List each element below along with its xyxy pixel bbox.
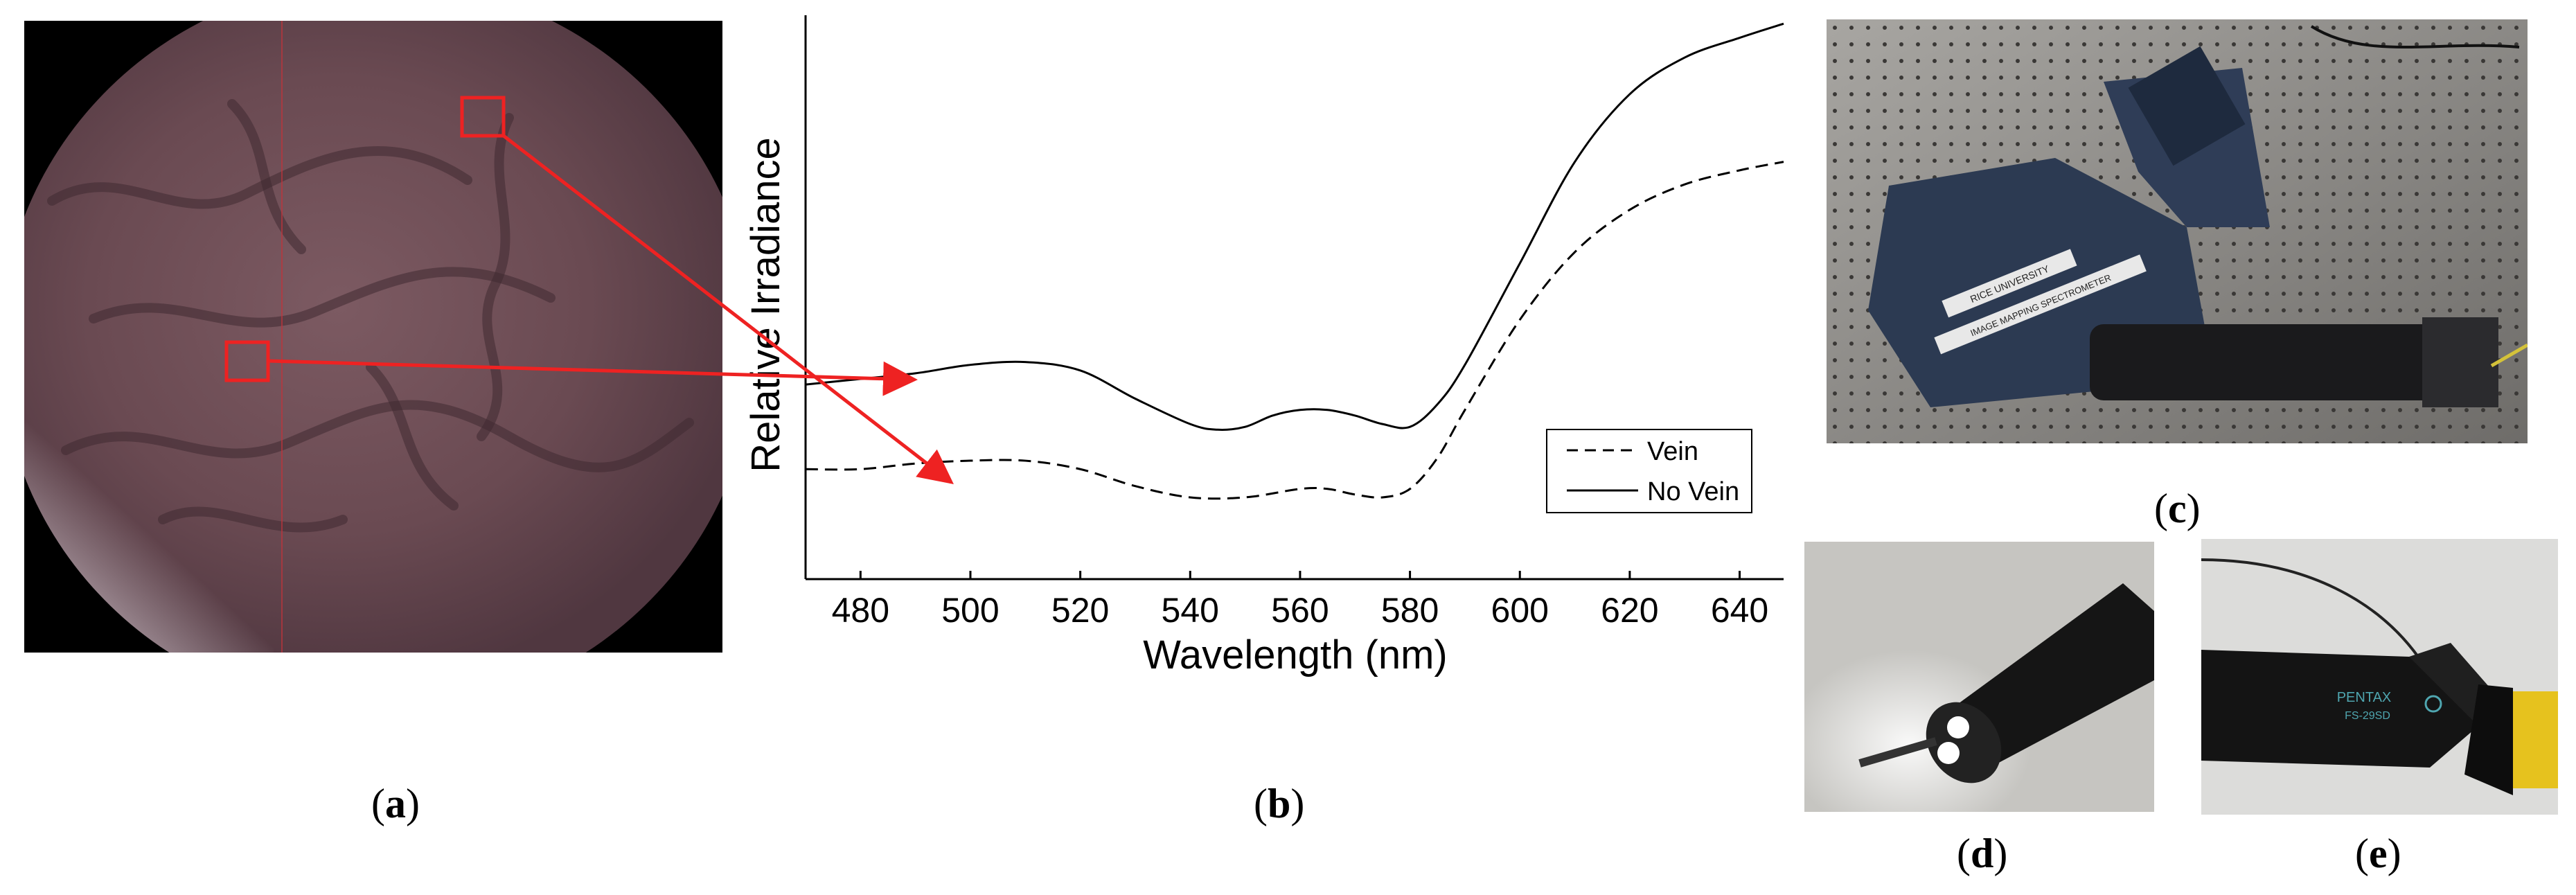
caption-a: (a): [371, 781, 420, 826]
legend-label-no-vein: No Vein: [1647, 477, 1739, 506]
x-tick-label-600: 600: [1491, 591, 1549, 630]
x-axis-label: Wavelength (nm): [1143, 632, 1447, 677]
endoscopy-image-panel: [24, 21, 722, 653]
endoscopy-image: [24, 21, 722, 653]
endoscope-tip-illustration: [1804, 542, 2154, 812]
caption-b: (b): [1254, 781, 1305, 826]
legend-label-vein: Vein: [1647, 437, 1698, 466]
arrow-middle-to-no-vein: [267, 359, 918, 396]
arrow-upper-to-vein: [502, 134, 954, 485]
x-tick-label-580: 580: [1381, 591, 1439, 630]
x-tick-label-480: 480: [832, 591, 889, 630]
x-tick-label-500: 500: [941, 591, 999, 630]
x-tick-label-620: 620: [1601, 591, 1658, 630]
roi-box-middle: [224, 340, 270, 382]
caption-d: (d): [1957, 831, 2008, 876]
x-tick-label-560: 560: [1271, 591, 1329, 630]
legend: Vein No Vein: [1546, 429, 1752, 513]
series-line-no-vein: [805, 22, 1784, 431]
y-axis-label: Relative Irradiance: [743, 137, 788, 472]
scope-model-text: FS-29SD: [2345, 710, 2390, 722]
endoscope-handle-photo: PENTAX FS-29SD: [2201, 539, 2558, 815]
legend-box: [1546, 429, 1752, 513]
roi-box-upper: [460, 96, 506, 138]
spectrometer-illustration: RICE UNIVERSITY IMAGE MAPPING SPECTROMET…: [1827, 19, 2528, 443]
endoscope-tip-photo: [1804, 542, 2154, 812]
x-tick-label-540: 540: [1162, 591, 1219, 630]
caption-e: (e): [2355, 831, 2401, 876]
caption-c: (c): [2154, 486, 2201, 531]
endoscope-handle-illustration: PENTAX FS-29SD: [2201, 539, 2558, 815]
x-tick-label-520: 520: [1051, 591, 1109, 630]
series-line-vein: [805, 161, 1784, 500]
scope-brand-text: PENTAX: [2337, 690, 2392, 705]
x-tick-label-640: 640: [1711, 591, 1768, 630]
spectrometer-photo: RICE UNIVERSITY IMAGE MAPPING SPECTROMET…: [1827, 19, 2528, 443]
